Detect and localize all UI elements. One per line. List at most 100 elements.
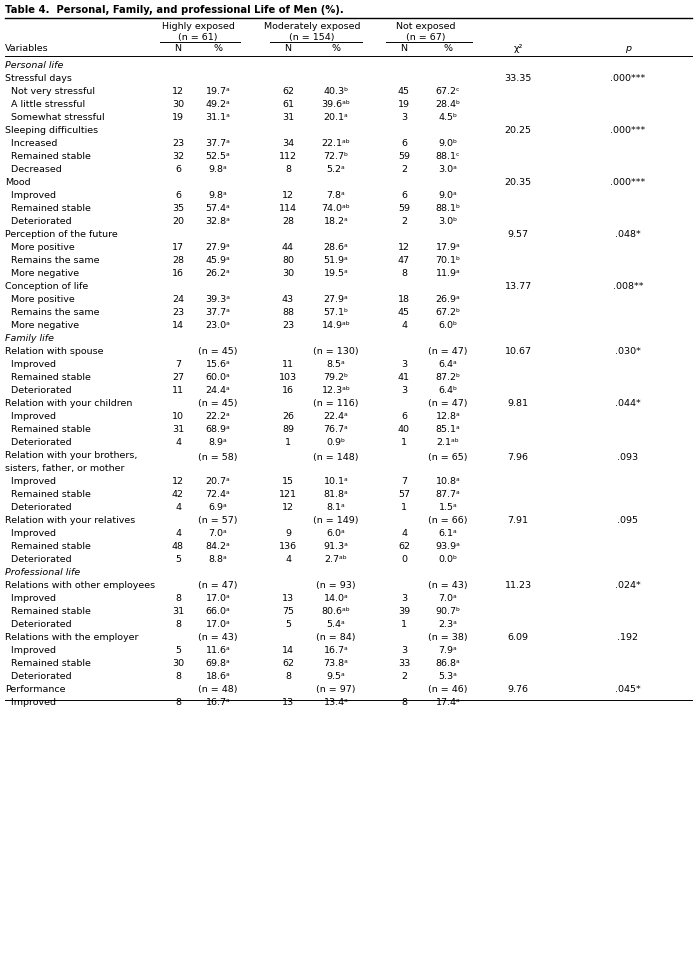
Text: 42: 42 xyxy=(172,490,184,499)
Text: 2: 2 xyxy=(401,165,407,174)
Text: 62: 62 xyxy=(282,87,294,96)
Text: 19: 19 xyxy=(172,113,184,122)
Text: 52.5ᵃ: 52.5ᵃ xyxy=(206,152,230,161)
Text: 8: 8 xyxy=(401,698,407,707)
Text: %: % xyxy=(214,44,223,53)
Text: Deteriorated: Deteriorated xyxy=(5,620,71,629)
Text: 4: 4 xyxy=(401,529,407,538)
Text: 31: 31 xyxy=(172,607,184,616)
Text: 16: 16 xyxy=(282,386,294,395)
Text: .192: .192 xyxy=(617,633,638,642)
Text: Deteriorated: Deteriorated xyxy=(5,503,71,512)
Text: 9.0ᵃ: 9.0ᵃ xyxy=(439,191,457,200)
Text: 6.9ᵃ: 6.9ᵃ xyxy=(209,503,228,512)
Text: (n = 46): (n = 46) xyxy=(428,685,468,694)
Text: p: p xyxy=(625,44,631,53)
Text: (n = 116): (n = 116) xyxy=(314,399,358,408)
Text: .048*: .048* xyxy=(615,230,641,239)
Text: 1: 1 xyxy=(401,438,407,447)
Text: 12: 12 xyxy=(282,191,294,200)
Text: 31: 31 xyxy=(282,113,294,122)
Text: 3: 3 xyxy=(401,594,407,603)
Text: 84.2ᵃ: 84.2ᵃ xyxy=(206,542,230,551)
Text: Remained stable: Remained stable xyxy=(5,425,91,434)
Text: 1: 1 xyxy=(285,438,291,447)
Text: 7: 7 xyxy=(175,360,181,369)
Text: 136: 136 xyxy=(279,542,297,551)
Text: 91.3ᵃ: 91.3ᵃ xyxy=(323,542,349,551)
Text: 93.9ᵃ: 93.9ᵃ xyxy=(435,542,461,551)
Text: Improved: Improved xyxy=(5,191,56,200)
Text: Sleeping difficulties: Sleeping difficulties xyxy=(5,126,98,135)
Text: 45: 45 xyxy=(398,308,410,317)
Text: 44: 44 xyxy=(282,243,294,252)
Text: 62: 62 xyxy=(282,659,294,668)
Text: More negative: More negative xyxy=(5,269,79,278)
Text: Relation with your brothers,: Relation with your brothers, xyxy=(5,451,137,460)
Text: χ²: χ² xyxy=(513,44,523,53)
Text: 16: 16 xyxy=(172,269,184,278)
Text: 8.1ᵃ: 8.1ᵃ xyxy=(327,503,345,512)
Text: 3: 3 xyxy=(401,113,407,122)
Text: 17.0ᵃ: 17.0ᵃ xyxy=(206,620,230,629)
Text: 33.35: 33.35 xyxy=(504,74,532,83)
Text: 20: 20 xyxy=(172,217,184,226)
Text: 39: 39 xyxy=(398,607,410,616)
Text: 48: 48 xyxy=(172,542,184,551)
Text: 3: 3 xyxy=(401,646,407,655)
Text: 8: 8 xyxy=(175,698,181,707)
Text: 4: 4 xyxy=(175,529,181,538)
Text: 3: 3 xyxy=(401,360,407,369)
Text: 14: 14 xyxy=(172,321,184,330)
Text: 57.1ᵇ: 57.1ᵇ xyxy=(323,308,349,317)
Text: 10: 10 xyxy=(172,412,184,421)
Text: .044*: .044* xyxy=(615,399,641,408)
Text: 112: 112 xyxy=(279,152,297,161)
Text: 5: 5 xyxy=(175,646,181,655)
Text: 24.4ᵃ: 24.4ᵃ xyxy=(206,386,230,395)
Text: 6.0ᵃ: 6.0ᵃ xyxy=(327,529,345,538)
Text: Improved: Improved xyxy=(5,360,56,369)
Text: 4: 4 xyxy=(401,321,407,330)
Text: 85.1ᵃ: 85.1ᵃ xyxy=(435,425,461,434)
Text: 27.9ᵃ: 27.9ᵃ xyxy=(206,243,230,252)
Text: 103: 103 xyxy=(279,373,297,382)
Text: Relations with the employer: Relations with the employer xyxy=(5,633,139,642)
Text: 8: 8 xyxy=(175,672,181,681)
Text: (n = 58): (n = 58) xyxy=(198,453,238,462)
Text: 9.8ᵃ: 9.8ᵃ xyxy=(209,165,228,174)
Text: 30: 30 xyxy=(282,269,294,278)
Text: 8: 8 xyxy=(175,620,181,629)
Text: Improved: Improved xyxy=(5,646,56,655)
Text: More positive: More positive xyxy=(5,295,75,304)
Text: 18.2ᵃ: 18.2ᵃ xyxy=(323,217,349,226)
Text: 9.76: 9.76 xyxy=(508,685,528,694)
Text: 73.8ᵃ: 73.8ᵃ xyxy=(323,659,349,668)
Text: (n = 154): (n = 154) xyxy=(289,33,335,42)
Text: 4.5ᵇ: 4.5ᵇ xyxy=(438,113,458,122)
Text: 17.4ᵃ: 17.4ᵃ xyxy=(435,698,461,707)
Text: %: % xyxy=(332,44,340,53)
Text: (n = 148): (n = 148) xyxy=(314,453,358,462)
Text: 26: 26 xyxy=(282,412,294,421)
Text: 57.4ᵃ: 57.4ᵃ xyxy=(206,204,230,213)
Text: 7: 7 xyxy=(401,477,407,486)
Text: 39.3ᵃ: 39.3ᵃ xyxy=(206,295,230,304)
Text: Improved: Improved xyxy=(5,412,56,421)
Text: 27.9ᵃ: 27.9ᵃ xyxy=(323,295,349,304)
Text: (n = 38): (n = 38) xyxy=(428,633,468,642)
Text: 7.0ᵃ: 7.0ᵃ xyxy=(209,529,228,538)
Text: %: % xyxy=(444,44,452,53)
Text: 89: 89 xyxy=(282,425,294,434)
Text: 37.7ᵃ: 37.7ᵃ xyxy=(206,308,230,317)
Text: (n = 43): (n = 43) xyxy=(428,581,468,590)
Text: 74.0ᵃᵇ: 74.0ᵃᵇ xyxy=(321,204,351,213)
Text: Relation with your relatives: Relation with your relatives xyxy=(5,516,135,525)
Text: 59: 59 xyxy=(398,152,410,161)
Text: .000***: .000*** xyxy=(610,178,645,187)
Text: 13.77: 13.77 xyxy=(505,282,531,291)
Text: 114: 114 xyxy=(279,204,297,213)
Text: 20.25: 20.25 xyxy=(505,126,531,135)
Text: 34: 34 xyxy=(282,139,294,148)
Text: Moderately exposed: Moderately exposed xyxy=(264,22,360,31)
